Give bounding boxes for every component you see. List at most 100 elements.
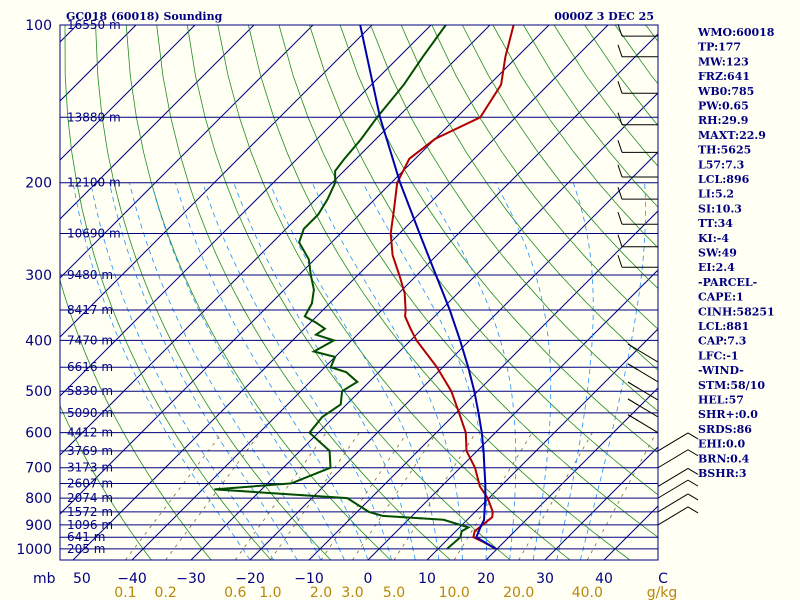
moist-adiabat-line — [109, 182, 298, 560]
index-line: TT:34 — [698, 217, 733, 230]
dry-adiabat-line — [431, 25, 658, 330]
plot-border — [59, 24, 659, 561]
index-line: BSHR:3 — [698, 467, 747, 480]
temperature-tick-label: 50 — [73, 571, 91, 587]
index-line: CAPE:1 — [698, 291, 744, 304]
isotherm-line — [426, 328, 658, 560]
temperature-tick-label: 40 — [595, 571, 613, 587]
moist-adiabat-line — [150, 182, 345, 560]
moist-adiabat-line — [495, 182, 552, 560]
isotherm-line — [544, 446, 658, 560]
pressure-tick-label: 300 — [25, 268, 52, 284]
height-label: 5090 m — [67, 406, 113, 420]
height-label: 5830 m — [67, 384, 113, 398]
mixing-ratio-tick-label: 0.1 — [114, 585, 136, 600]
dry-adiabat-line — [95, 25, 332, 560]
wind-barb — [657, 506, 689, 526]
moist-adiabat-line — [175, 182, 369, 560]
wind-barb-flag — [617, 140, 623, 153]
temperature-tick-label: −20 — [235, 571, 265, 587]
mixing-ratio-line — [270, 432, 360, 560]
pressure-units-label: mb — [33, 571, 56, 587]
temperature-tick-label: 20 — [477, 571, 495, 587]
mixing-ratio-line — [165, 432, 261, 560]
dry-adiabat-line — [125, 25, 391, 560]
wind-barb-flag — [617, 23, 623, 37]
height-label: 13880 m — [67, 110, 121, 124]
wind-barb-flag — [627, 398, 639, 406]
index-line: STM:58/10 — [698, 379, 765, 392]
dry-adiabat-line — [492, 25, 658, 249]
isotherm-line — [249, 151, 658, 560]
mixing-ratio-tick-label: 2.0 — [310, 585, 332, 600]
height-label: 1096 m — [67, 518, 113, 532]
height-label: 3769 m — [67, 444, 113, 458]
moist-adiabat-line — [269, 182, 440, 560]
station-title: GC018 (60018) Sounding — [66, 10, 223, 23]
wind-barb-flag — [687, 468, 699, 475]
wind-barb-flag — [617, 44, 623, 57]
isotherm-line — [60, 25, 550, 515]
moist-adiabat-line — [580, 182, 646, 560]
mixing-ratio-tick-label: 10.0 — [439, 585, 470, 600]
temperature-tick-label: −30 — [176, 571, 206, 587]
index-line: EI:2.4 — [698, 261, 735, 274]
dry-adiabat-line — [248, 25, 631, 560]
index-line: SI:10.3 — [698, 202, 742, 215]
mixing-ratio-line — [320, 432, 408, 560]
isotherm-line — [190, 92, 658, 560]
mixing-ratio-line — [518, 432, 593, 560]
temperature-tick-label: C — [658, 571, 668, 587]
moist-adiabat-line — [423, 182, 517, 560]
isotherm-line — [60, 25, 491, 456]
dry-adiabat-line — [400, 25, 658, 371]
wind-barb-flag — [627, 363, 639, 371]
dry-adiabat-line — [186, 25, 511, 560]
wind-barb-flag — [687, 493, 699, 501]
wind-barb-flag — [617, 164, 623, 178]
index-line: PW:0.65 — [698, 100, 749, 113]
isotherm-line — [72, 25, 609, 560]
height-label: 1572 m — [67, 505, 113, 519]
moist-adiabat-line — [233, 182, 416, 560]
index-line: LCL:896 — [698, 173, 750, 186]
mixing-ratio-tick-label: 5.0 — [383, 585, 405, 600]
height-label: 2607 m — [67, 476, 113, 490]
temperature-tick-label: 30 — [536, 571, 554, 587]
mixing-ratio-tick-label: 0.2 — [155, 585, 177, 600]
temperature-profile-line — [389, 25, 515, 550]
moist-adiabat-line — [311, 182, 463, 560]
mixing-ratio-line — [393, 432, 477, 560]
index-line: HEL:57 — [698, 394, 744, 407]
wind-barb-flag — [687, 506, 699, 514]
dry-adiabat-line — [370, 25, 658, 412]
series-layer — [214, 25, 515, 550]
mixing-ratio-tick-label: 0.6 — [224, 585, 246, 600]
isotherm-line — [367, 269, 658, 560]
index-line: MAXT:22.9 — [698, 129, 766, 142]
temperature-tick-label: −10 — [294, 571, 324, 587]
height-label: 4412 m — [67, 426, 113, 440]
isotherm-line — [60, 25, 373, 338]
index-line: WMO:60018 — [697, 26, 775, 39]
height-label: 205 m — [67, 542, 105, 556]
wind-barb-flag — [687, 432, 699, 440]
pressure-tick-label: 100 — [25, 18, 52, 34]
dry-adiabat-line — [339, 25, 658, 454]
wind-barb-flag — [617, 234, 623, 247]
dry-adiabat-line — [60, 278, 212, 560]
wind-barb-flag — [617, 112, 623, 125]
wind-barb-flag — [627, 343, 639, 351]
mixing-ratio-line — [234, 432, 327, 560]
height-label: 641 m — [67, 530, 105, 544]
index-line: CINH:58251 — [698, 305, 775, 318]
dry-adiabat-line — [523, 25, 658, 208]
mixing-ratio-line — [352, 432, 437, 560]
index-line: SW:49 — [698, 247, 737, 260]
isotherm-line — [131, 33, 658, 560]
valid-time: 0000Z 3 DEC 25 — [554, 10, 654, 23]
height-label: 8417 m — [67, 303, 113, 317]
pressure-tick-label: 500 — [25, 384, 52, 400]
